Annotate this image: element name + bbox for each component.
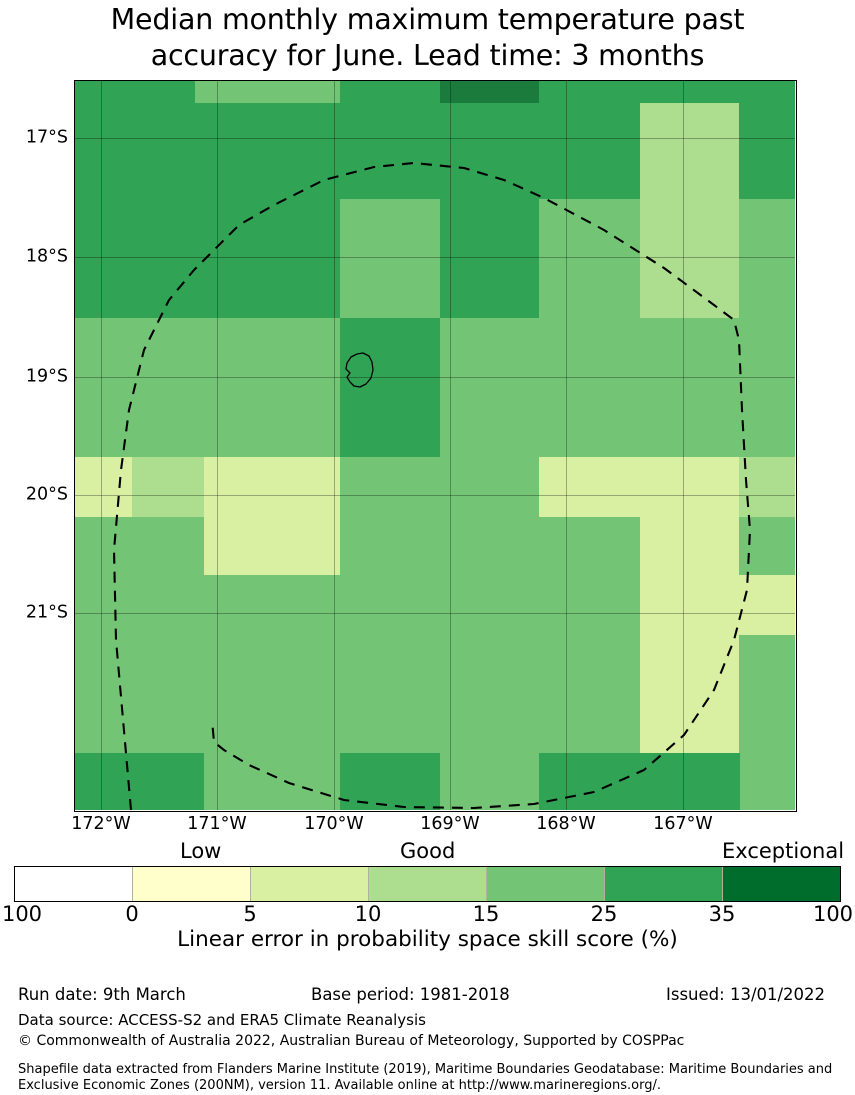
heatmap-cell (539, 753, 740, 810)
heatmap-cell (74, 517, 132, 575)
heatmap-cell (739, 693, 795, 753)
heatmap-cell (440, 358, 795, 457)
data-source-text: Data source: ACCESS-S2 and ERA5 Climate … (18, 1011, 426, 1029)
heatmap-cell (204, 457, 340, 517)
y-axis-tick-label-1: 18°S (25, 246, 68, 267)
y-axis-tick-label-4: 21°S (25, 602, 68, 623)
heatmap-cell (739, 199, 795, 318)
heatmap-cell (440, 199, 539, 318)
x-axis-tick-label-1: 171°W (187, 814, 247, 834)
colorbar-tick-label-6: 35 (708, 902, 736, 926)
x-axis-tick-label-0: 172°W (71, 814, 131, 834)
heatmap-cell (340, 80, 424, 103)
heatmap-cell (74, 457, 132, 517)
heatmap-cell (74, 80, 132, 199)
colorbar-segment-4 (486, 867, 604, 901)
heatmap-cell (311, 80, 340, 103)
heatmap-cell (132, 103, 424, 199)
x-axis-tick-label-5: 167°W (653, 814, 713, 834)
page-title: Median monthly maximum temperature past … (110, 3, 745, 72)
heatmap-cell (440, 753, 539, 810)
heatmap-cell (340, 517, 540, 575)
heatmap-cell (640, 199, 739, 318)
colorbar-segment-1 (132, 867, 250, 901)
heatmap-cell (74, 199, 132, 318)
heatmap-cell (640, 457, 739, 517)
y-axis-tick-label-3: 20°S (25, 484, 68, 505)
heatmap-cell (739, 575, 795, 635)
footer: Run date: 9th March Base period: 1981-20… (0, 985, 855, 1095)
heatmap-cells (74, 80, 795, 810)
colorbar-segment-0 (15, 867, 132, 901)
heatmap-cell (440, 318, 795, 358)
colorbar-tick-label-1: 0 (125, 902, 139, 926)
base-period-text: Base period: 1981-2018 (311, 985, 510, 1004)
heatmap-cell (74, 753, 132, 810)
heatmap-cell (440, 103, 539, 199)
run-date-text: Run date: 9th March (18, 985, 186, 1004)
heatmap-cell (539, 457, 640, 517)
colorbar-segment-3 (368, 867, 486, 901)
heatmap-cell (739, 635, 795, 693)
heatmap-cell (626, 80, 640, 199)
colorbar-category-good: Good (400, 839, 456, 863)
heatmap-plot-area (74, 80, 795, 810)
issued-date-text: Issued: 13/01/2022 (666, 985, 826, 1004)
heatmap-cell (424, 80, 440, 199)
heatmap-cell (640, 103, 739, 199)
colorbar (14, 866, 841, 902)
colorbar-axis-label: Linear error in probability space skill … (177, 927, 678, 952)
y-axis-ticks: 17°S 18°S 19°S 20°S 21°S (0, 0, 68, 1095)
heatmap-cell (440, 457, 539, 517)
heatmap-cell (74, 693, 640, 753)
heatmap-cell (132, 517, 204, 575)
heatmap-cell (539, 80, 626, 199)
colorbar-category-low: Low (180, 839, 222, 863)
heatmap-cell (132, 80, 195, 103)
heatmap-cell (640, 693, 739, 753)
colorbar-tick-label-3: 10 (354, 902, 382, 926)
heatmap-cell (440, 80, 539, 103)
heatmap-cell (340, 199, 440, 318)
colorbar-segment-2 (250, 867, 368, 901)
heatmap-cell (74, 358, 340, 457)
shapefile-attribution-text: Shapefile data extracted from Flanders M… (18, 1062, 833, 1093)
colorbar-tick-label-2: 5 (243, 902, 257, 926)
heatmap-cell (74, 318, 340, 358)
heatmap-cell (204, 753, 340, 810)
colorbar-tick-label-7: 100 (812, 902, 854, 926)
x-axis-tick-label-3: 169°W (420, 814, 480, 834)
colorbar-tick-label-5: 25 (590, 902, 618, 926)
x-axis-tick-label-2: 170°W (304, 814, 364, 834)
heatmap-cell (739, 457, 795, 517)
heatmap-cell (132, 753, 204, 810)
heatmap-cell (739, 80, 795, 199)
colorbar-segment-5 (604, 867, 722, 901)
heatmap-cell (340, 457, 440, 517)
colorbar-segment-6 (722, 867, 840, 901)
heatmap-cell (132, 457, 204, 517)
colorbar-tick-label-4: 15 (472, 902, 500, 926)
y-axis-tick-label-0: 17°S (25, 127, 68, 148)
heatmap-cell (204, 517, 340, 575)
x-axis-tick-label-4: 168°W (536, 814, 596, 834)
heatmap-cell (739, 517, 795, 575)
heatmap-cell (640, 575, 739, 693)
heatmap-cell (74, 575, 640, 693)
heatmap-cell (132, 199, 340, 318)
heatmap-cell (340, 358, 440, 457)
y-axis-tick-label-2: 19°S (25, 366, 68, 387)
copyright-text: © Commonwealth of Australia 2022, Austra… (18, 1033, 685, 1049)
heatmap-cell (640, 517, 739, 575)
colorbar-tick-label-0: 100 (1, 902, 43, 926)
heatmap-cell (340, 318, 440, 358)
heatmap-cell (740, 753, 795, 810)
heatmap-cell (539, 199, 640, 318)
colorbar-category-exceptional: Exceptional (722, 839, 845, 863)
heatmap-cell (195, 80, 311, 103)
heatmap-cell (340, 753, 440, 810)
heatmap-cell (640, 80, 739, 103)
heatmap-cell (540, 517, 640, 575)
